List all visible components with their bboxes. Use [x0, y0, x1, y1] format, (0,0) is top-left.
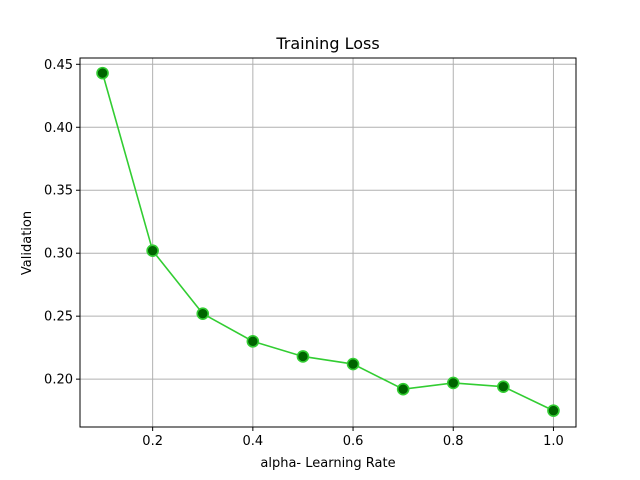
data-point — [346, 357, 360, 371]
data-point — [446, 376, 460, 390]
y-tick-label: 0.25 — [44, 310, 73, 325]
data-point — [246, 335, 260, 348]
data-point — [547, 404, 560, 417]
chart-title: Training Loss — [275, 34, 379, 53]
y-axis-label: Validation — [20, 211, 35, 275]
y-tick-label: 0.35 — [44, 184, 73, 199]
grid — [80, 58, 576, 427]
x-tick-label: 0.8 — [443, 434, 464, 449]
data-point — [396, 382, 410, 396]
y-tick-label: 0.30 — [44, 247, 73, 262]
data-point — [96, 66, 109, 80]
x-tick-label: 0.2 — [142, 434, 163, 449]
y-tick-label: 0.45 — [44, 58, 73, 73]
axis-ticks: 0.2 0.4 0.6 0.8 1.0 0.20 0.25 0.30 0.35 0.40 0.45 — [44, 58, 564, 449]
series — [96, 66, 560, 417]
plot-frame — [79, 57, 577, 428]
x-tick-label: 0.6 — [343, 434, 364, 449]
x-tick-label: 0.4 — [243, 434, 264, 449]
data-point — [497, 380, 510, 393]
x-tick-label: 1.0 — [543, 434, 564, 449]
data-point — [196, 307, 210, 320]
data-point — [146, 244, 159, 257]
x-axis-label: alpha- Learning Rate — [260, 456, 395, 471]
y-tick-label: 0.40 — [44, 121, 73, 136]
y-tick-label: 0.20 — [44, 373, 73, 388]
data-point — [296, 350, 310, 363]
series-line — [101, 72, 554, 412]
